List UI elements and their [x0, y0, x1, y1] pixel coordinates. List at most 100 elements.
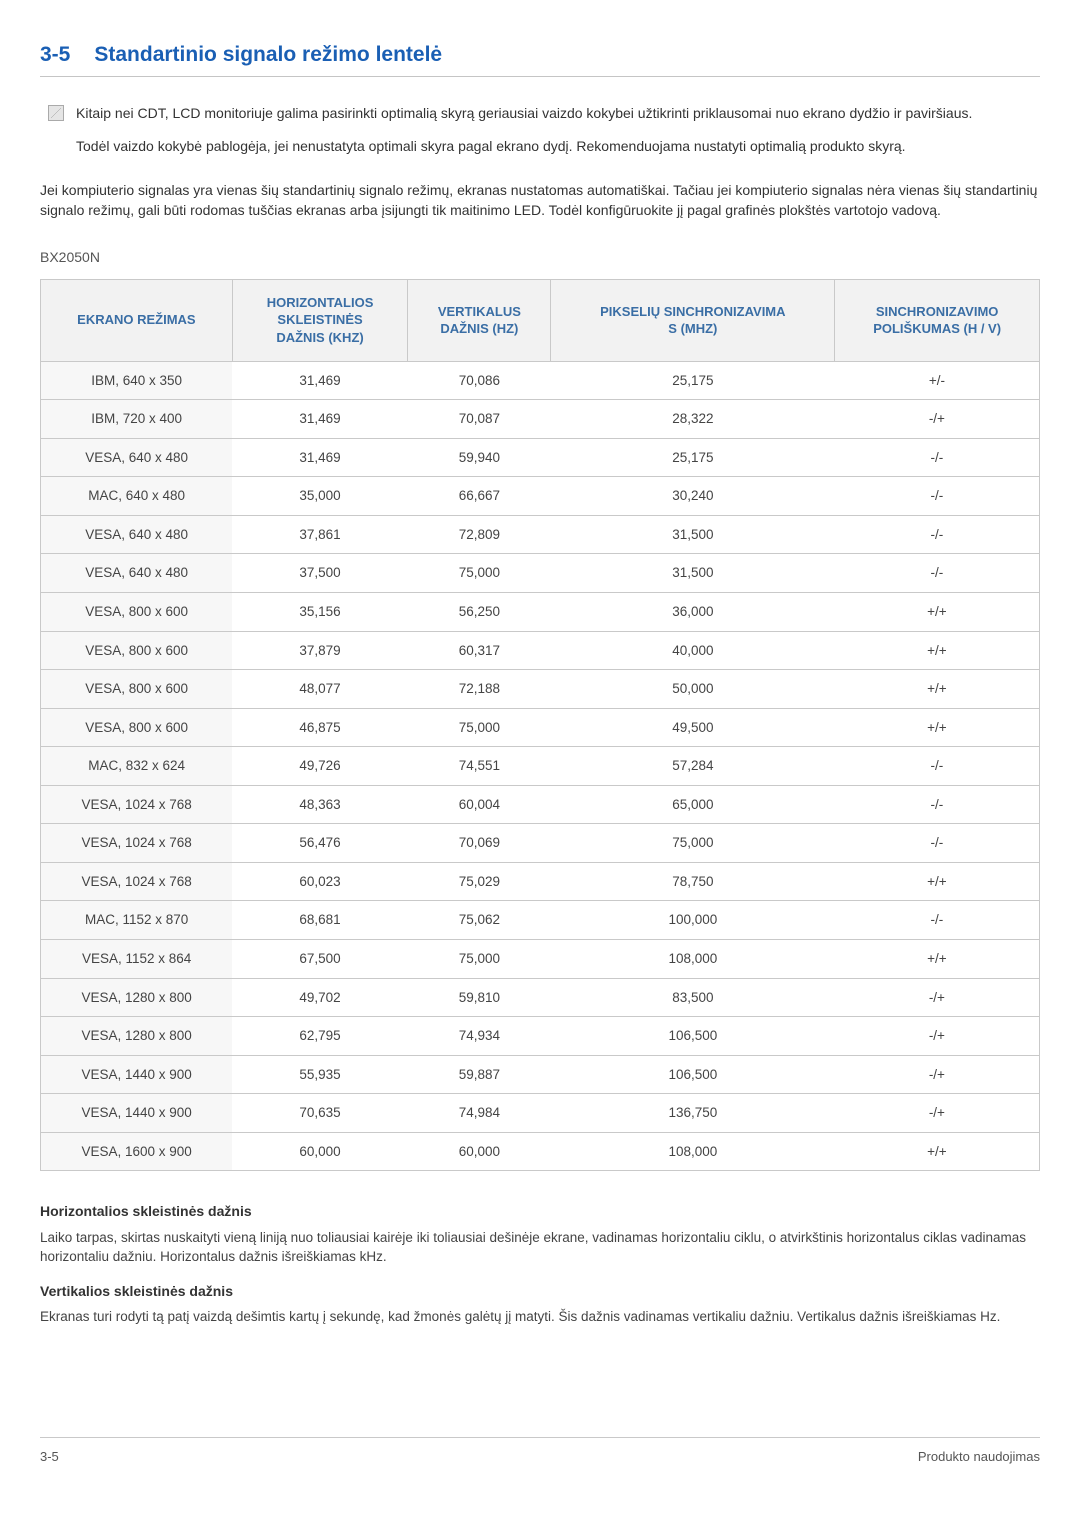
table-cell: 108,000	[551, 1132, 835, 1171]
table-cell: +/+	[835, 862, 1040, 901]
table-cell: MAC, 1152 x 870	[41, 901, 233, 940]
table-cell: 67,500	[232, 940, 408, 979]
footer-right: Produkto naudojimas	[918, 1448, 1040, 1467]
note-icon	[48, 105, 64, 121]
section-header: 3-5 Standartinio signalo režimo lentelė	[40, 40, 1040, 77]
definition-v-title: Vertikalios skleistinės dažnis	[40, 1281, 1040, 1301]
table-cell: 49,702	[232, 978, 408, 1017]
table-cell: -/-	[835, 477, 1040, 516]
table-cell: VESA, 800 x 600	[41, 592, 233, 631]
table-cell: 40,000	[551, 631, 835, 670]
table-cell: 75,029	[408, 862, 551, 901]
definition-h-text: Laiko tarpas, skirtas nuskaityti vieną l…	[40, 1228, 1040, 1267]
table-cell: 25,175	[551, 438, 835, 477]
table-cell: 75,062	[408, 901, 551, 940]
table-cell: 136,750	[551, 1094, 835, 1133]
table-cell: 56,250	[408, 592, 551, 631]
table-cell: MAC, 832 x 624	[41, 747, 233, 786]
table-cell: 60,317	[408, 631, 551, 670]
table-cell: -/+	[835, 1017, 1040, 1056]
table-cell: 59,940	[408, 438, 551, 477]
table-cell: 60,000	[408, 1132, 551, 1171]
table-row: IBM, 720 x 40031,46970,08728,322-/+	[41, 400, 1040, 439]
table-cell: 48,363	[232, 785, 408, 824]
table-cell: VESA, 800 x 600	[41, 670, 233, 709]
table-cell: 36,000	[551, 592, 835, 631]
table-cell: 75,000	[408, 708, 551, 747]
table-row: VESA, 800 x 60035,15656,25036,000+/+	[41, 592, 1040, 631]
table-cell: +/+	[835, 631, 1040, 670]
table-row: VESA, 1024 x 76860,02375,02978,750+/+	[41, 862, 1040, 901]
table-row: VESA, 640 x 48031,46959,94025,175-/-	[41, 438, 1040, 477]
table-cell: VESA, 1280 x 800	[41, 978, 233, 1017]
table-cell: 70,087	[408, 400, 551, 439]
col-polarity: SINCHRONIZAVIMOPOLIŠKUMAS (H / V)	[835, 279, 1040, 361]
table-cell: -/+	[835, 978, 1040, 1017]
table-cell: -/+	[835, 1094, 1040, 1133]
col-pixel: PIKSELIŲ SINCHRONIZAVIMAS (MHZ)	[551, 279, 835, 361]
table-cell: 37,500	[232, 554, 408, 593]
table-body: IBM, 640 x 35031,46970,08625,175+/-IBM, …	[41, 361, 1040, 1171]
table-cell: 106,500	[551, 1017, 835, 1056]
table-cell: 46,875	[232, 708, 408, 747]
col-mode: EKRANO REŽIMAS	[41, 279, 233, 361]
table-cell: 31,469	[232, 438, 408, 477]
table-cell: -/-	[835, 824, 1040, 863]
table-row: VESA, 1024 x 76848,36360,00465,000-/-	[41, 785, 1040, 824]
table-row: VESA, 1152 x 86467,50075,000108,000+/+	[41, 940, 1040, 979]
table-cell: 56,476	[232, 824, 408, 863]
table-cell: 83,500	[551, 978, 835, 1017]
section-number: 3-5	[40, 40, 70, 70]
table-cell: -/-	[835, 554, 1040, 593]
table-cell: 50,000	[551, 670, 835, 709]
table-cell: -/-	[835, 515, 1040, 554]
table-cell: MAC, 640 x 480	[41, 477, 233, 516]
table-cell: -/+	[835, 1055, 1040, 1094]
table-cell: 60,023	[232, 862, 408, 901]
table-row: MAC, 640 x 48035,00066,66730,240-/-	[41, 477, 1040, 516]
table-cell: VESA, 800 x 600	[41, 708, 233, 747]
table-cell: 59,810	[408, 978, 551, 1017]
table-cell: 35,000	[232, 477, 408, 516]
table-cell: 66,667	[408, 477, 551, 516]
model-label: BX2050N	[40, 247, 1040, 267]
note-text: Kitaip nei CDT, LCD monitoriuje galima p…	[76, 103, 972, 168]
table-cell: -/+	[835, 400, 1040, 439]
table-cell: 74,984	[408, 1094, 551, 1133]
table-cell: IBM, 640 x 350	[41, 361, 233, 400]
table-cell: 72,188	[408, 670, 551, 709]
table-cell: 37,861	[232, 515, 408, 554]
table-row: VESA, 800 x 60037,87960,31740,000+/+	[41, 631, 1040, 670]
table-header-row: EKRANO REŽIMAS HORIZONTALIOSSKLEISTINĖSD…	[41, 279, 1040, 361]
table-cell: 68,681	[232, 901, 408, 940]
table-cell: VESA, 800 x 600	[41, 631, 233, 670]
table-row: MAC, 832 x 62449,72674,55157,284-/-	[41, 747, 1040, 786]
table-cell: 25,175	[551, 361, 835, 400]
table-cell: -/-	[835, 747, 1040, 786]
table-row: IBM, 640 x 35031,46970,08625,175+/-	[41, 361, 1040, 400]
note-block: Kitaip nei CDT, LCD monitoriuje galima p…	[40, 103, 1040, 168]
table-cell: VESA, 1152 x 864	[41, 940, 233, 979]
table-cell: VESA, 640 x 480	[41, 438, 233, 477]
table-row: VESA, 800 x 60046,87575,00049,500+/+	[41, 708, 1040, 747]
table-row: VESA, 640 x 48037,86172,80931,500-/-	[41, 515, 1040, 554]
table-cell: VESA, 1024 x 768	[41, 785, 233, 824]
table-cell: VESA, 1024 x 768	[41, 824, 233, 863]
table-cell: 57,284	[551, 747, 835, 786]
table-cell: VESA, 1600 x 900	[41, 1132, 233, 1171]
table-cell: 78,750	[551, 862, 835, 901]
table-cell: 30,240	[551, 477, 835, 516]
table-cell: VESA, 1280 x 800	[41, 1017, 233, 1056]
table-cell: 31,500	[551, 515, 835, 554]
table-row: VESA, 640 x 48037,50075,00031,500-/-	[41, 554, 1040, 593]
table-cell: +/-	[835, 361, 1040, 400]
table-cell: VESA, 1440 x 900	[41, 1055, 233, 1094]
footer-left: 3-5	[40, 1448, 59, 1467]
section-title: Standartinio signalo režimo lentelė	[94, 40, 442, 70]
note-paragraph-2: Todėl vaizdo kokybė pablogėja, jei nenus…	[76, 136, 972, 156]
col-vfreq: VERTIKALUSDAŽNIS (HZ)	[408, 279, 551, 361]
table-cell: -/-	[835, 438, 1040, 477]
definition-v-text: Ekranas turi rodyti tą patį vaizdą dešim…	[40, 1307, 1040, 1327]
table-cell: 60,000	[232, 1132, 408, 1171]
table-cell: 106,500	[551, 1055, 835, 1094]
